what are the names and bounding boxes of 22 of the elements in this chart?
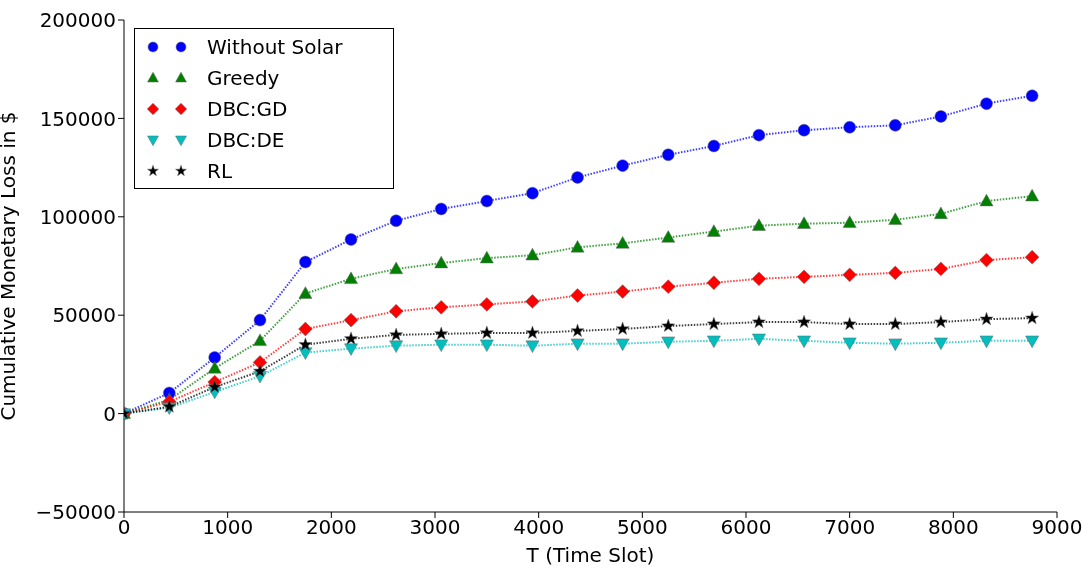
x-tick-label: 6000 (720, 515, 772, 540)
x-tick-label: 9000 (1031, 515, 1083, 540)
y-axis-title: Cumulative Monetary Loss in $ (0, 111, 21, 421)
x-tick-label: 8000 (927, 515, 979, 540)
y-tick-label: 50000 (52, 303, 116, 328)
legend-label: DBC:GD (207, 96, 288, 121)
x-tick-label: 4000 (513, 515, 565, 540)
y-tick-label: 100000 (39, 204, 116, 229)
y-tick-label: 200000 (39, 8, 116, 33)
legend-label: RL (207, 158, 233, 183)
x-axis-title: T (Time Slot) (525, 543, 655, 567)
y-tick-label: −50000 (35, 500, 116, 525)
legend-label: DBC:DE (207, 127, 285, 152)
x-tick-label: 1000 (202, 515, 254, 540)
x-tick-label: 3000 (409, 515, 461, 540)
x-tick-label: 7000 (824, 515, 876, 540)
y-tick-label: 150000 (39, 106, 116, 131)
y-tick-label: 0 (103, 401, 116, 426)
x-tick-label: 2000 (305, 515, 357, 540)
legend-label: Without Solar (207, 34, 343, 59)
legend-label: Greedy (207, 65, 280, 90)
x-tick-label: 5000 (616, 515, 668, 540)
